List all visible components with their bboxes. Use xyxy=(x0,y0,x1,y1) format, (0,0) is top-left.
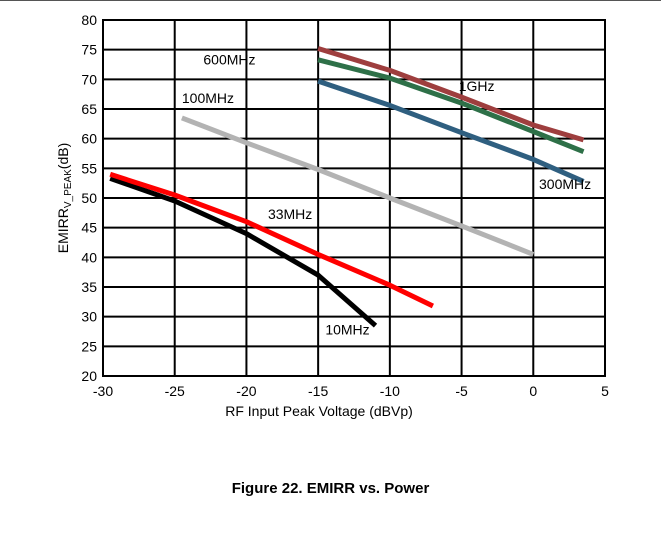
series-line-600mhz xyxy=(317,57,585,155)
x-tick-label: -5 xyxy=(455,383,468,399)
series-line-33mhz xyxy=(109,171,434,309)
x-tick-label: 0 xyxy=(529,383,537,399)
x-tick-label: -10 xyxy=(380,383,400,399)
x-tick-label: -20 xyxy=(236,383,256,399)
y-tick-label: 45 xyxy=(81,220,97,236)
y-tick-label: 65 xyxy=(81,101,97,117)
x-tick-label: -30 xyxy=(93,383,113,399)
series-line-1ghz xyxy=(317,46,585,143)
top-rule xyxy=(0,0,661,1)
x-tick-label: 5 xyxy=(601,383,609,399)
series-line-100mhz xyxy=(180,115,535,257)
series-label-33mhz: 33MHz xyxy=(268,206,312,222)
y-tick-label: 30 xyxy=(81,309,97,325)
y-tick-label: 50 xyxy=(81,190,97,206)
series-label-300mhz: 300MHz xyxy=(539,176,591,192)
y-tick-label: 55 xyxy=(81,160,97,176)
figure-caption: Figure 22. EMIRR vs. Power xyxy=(231,480,430,497)
x-tick-label: -15 xyxy=(308,383,328,399)
plot-frame xyxy=(102,19,606,377)
y-tick-label: 35 xyxy=(81,279,97,295)
series-label-600mhz: 600MHz xyxy=(203,52,255,68)
x-tick-label: -25 xyxy=(165,383,185,399)
series-line-10mhz xyxy=(109,176,378,328)
y-tick-label: 60 xyxy=(81,131,97,147)
y-tick-label: 80 xyxy=(81,12,97,28)
series-label-100mhz: 100MHz xyxy=(182,90,234,106)
y-tick-label: 70 xyxy=(81,71,97,87)
y-tick-label: 40 xyxy=(81,249,97,265)
y-axis-label: EMIRRV_PEAK(dB) xyxy=(55,143,74,254)
series-label-10mhz: 10MHz xyxy=(325,321,369,337)
y-tick-label: 25 xyxy=(81,338,97,354)
y-tick-label: 75 xyxy=(81,42,97,58)
x-axis-label: RF Input Peak Voltage (dBVp) xyxy=(225,403,413,419)
series-line-300mhz xyxy=(317,78,585,184)
y-tick-label: 20 xyxy=(81,368,97,384)
series-label-1ghz: 1GHz xyxy=(459,78,495,94)
